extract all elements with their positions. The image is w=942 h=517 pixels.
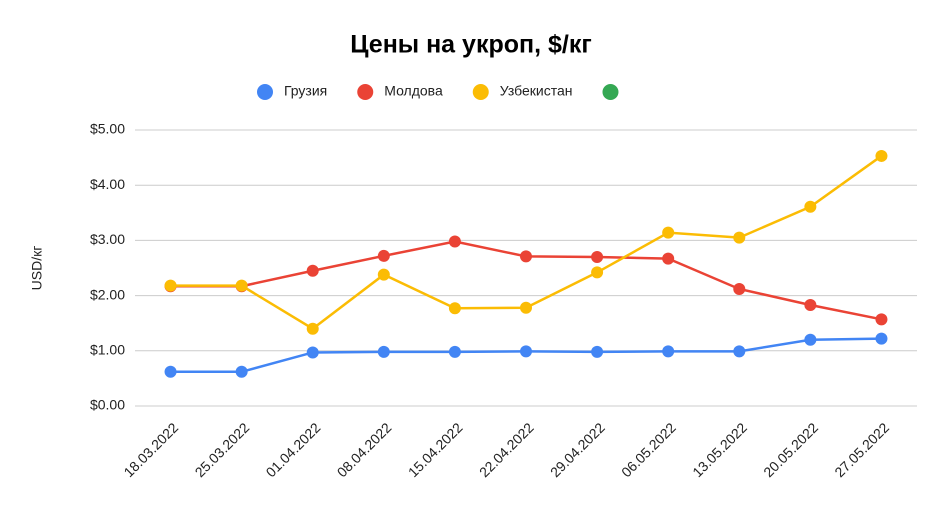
- y-tick-label: $1.00: [90, 342, 125, 358]
- point: [733, 345, 746, 358]
- point: [591, 345, 604, 358]
- point: [733, 282, 746, 295]
- legend-label: Молдова: [384, 83, 443, 99]
- point: [377, 268, 390, 281]
- point: [662, 345, 675, 358]
- point: [662, 226, 675, 239]
- point: [448, 345, 461, 358]
- y-tick-label: $2.00: [90, 286, 125, 302]
- legend-label: Узбекистан: [500, 83, 573, 99]
- point: [164, 279, 177, 292]
- legend-label: Грузия: [284, 83, 327, 99]
- chart-title: Цены на укроп, $/кг: [350, 31, 592, 59]
- y-tick-label: $5.00: [90, 121, 125, 137]
- point: [591, 266, 604, 279]
- point: [164, 365, 177, 378]
- point: [448, 302, 461, 315]
- point: [235, 365, 248, 378]
- point: [306, 346, 319, 359]
- y-axis-label: USD/кг: [29, 246, 45, 291]
- point: [591, 250, 604, 263]
- point: [804, 298, 817, 311]
- point: [804, 333, 817, 346]
- y-tick-label: $4.00: [90, 176, 125, 192]
- legend-marker: [602, 84, 619, 100]
- point: [520, 250, 532, 263]
- y-tick-label: $3.00: [90, 231, 125, 247]
- legend-marker: [472, 84, 489, 100]
- point: [733, 231, 746, 244]
- y-tick-label: $0.00: [90, 397, 125, 413]
- point: [306, 322, 319, 335]
- legend-marker: [257, 84, 273, 100]
- point: [804, 200, 817, 213]
- point: [662, 252, 675, 265]
- point: [306, 264, 319, 277]
- point: [448, 235, 461, 248]
- point: [875, 313, 888, 326]
- point: [875, 332, 888, 345]
- point: [377, 345, 390, 358]
- point: [377, 249, 390, 262]
- point: [235, 279, 248, 292]
- point: [520, 345, 532, 358]
- point: [520, 301, 532, 314]
- legend-marker: [357, 84, 374, 100]
- point: [875, 149, 888, 162]
